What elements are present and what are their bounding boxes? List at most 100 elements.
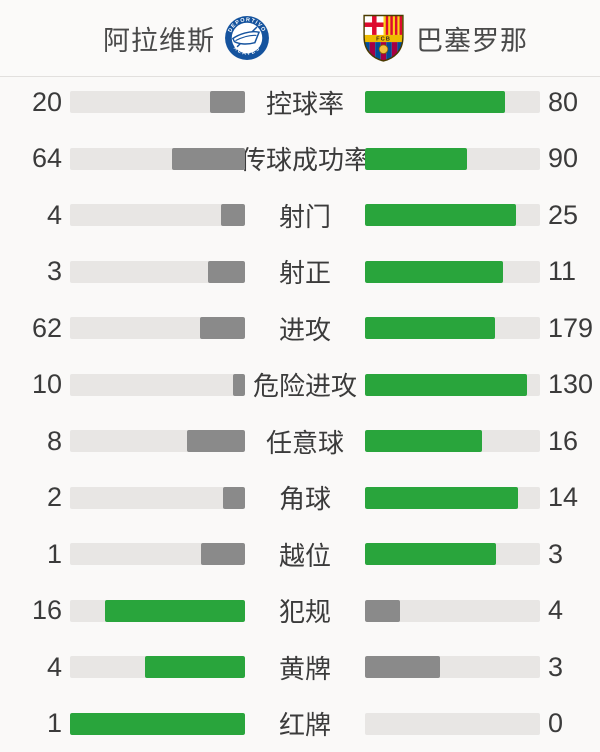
stat-row: 4 黄牌 3 bbox=[0, 639, 600, 696]
alaves-crest-icon: DEPORTIVO ALAVÉS bbox=[224, 15, 270, 61]
home-bar-track bbox=[70, 430, 245, 452]
stat-label: 进攻 bbox=[245, 310, 365, 347]
stat-label: 射正 bbox=[245, 253, 365, 290]
home-team: 阿拉维斯 DEPORTIVO ALAVÉS bbox=[103, 0, 270, 76]
home-bar-track bbox=[70, 91, 245, 113]
away-bar-fill bbox=[365, 543, 496, 565]
stat-row: 1 越位 3 bbox=[0, 526, 600, 583]
home-bar-track bbox=[70, 148, 245, 170]
home-value: 20 bbox=[0, 87, 62, 118]
home-bar-fill bbox=[208, 261, 246, 283]
svg-text:FCB: FCB bbox=[376, 37, 391, 43]
stat-row: 8 任意球 16 bbox=[0, 413, 600, 470]
home-value: 16 bbox=[0, 595, 62, 626]
away-value: 11 bbox=[548, 256, 576, 287]
away-bar-fill bbox=[365, 600, 400, 622]
stat-label: 控球率 bbox=[245, 84, 365, 121]
home-bar-fill bbox=[145, 656, 245, 678]
stat-label: 角球 bbox=[245, 479, 365, 516]
stat-row: 2 角球 14 bbox=[0, 470, 600, 527]
away-bar-track bbox=[365, 317, 540, 339]
away-bar-fill bbox=[365, 374, 527, 396]
stat-label: 红牌 bbox=[245, 705, 365, 742]
stat-row: 1 红牌 0 bbox=[0, 696, 600, 752]
home-bar-track bbox=[70, 713, 245, 735]
away-value: 0 bbox=[548, 708, 563, 739]
away-value: 25 bbox=[548, 200, 578, 231]
away-bar-fill bbox=[365, 317, 495, 339]
stat-label: 射门 bbox=[245, 197, 365, 234]
away-bar-track bbox=[365, 374, 540, 396]
away-bar-fill bbox=[365, 148, 467, 170]
home-bar-fill bbox=[187, 430, 245, 452]
home-bar-track bbox=[70, 317, 245, 339]
away-team: FCB 巴塞罗那 bbox=[360, 0, 528, 76]
stat-label: 黄牌 bbox=[245, 649, 365, 686]
stat-row: 64 传球成功率 90 bbox=[0, 131, 600, 188]
home-value: 1 bbox=[0, 539, 62, 570]
away-value: 4 bbox=[548, 595, 563, 626]
home-bar-track bbox=[70, 543, 245, 565]
home-value: 2 bbox=[0, 482, 62, 513]
away-value: 90 bbox=[548, 143, 578, 174]
away-team-name: 巴塞罗那 bbox=[416, 19, 528, 58]
home-bar-track bbox=[70, 204, 245, 226]
away-bar-track bbox=[365, 148, 540, 170]
home-bar-track bbox=[70, 261, 245, 283]
home-bar-fill bbox=[223, 487, 245, 509]
barcelona-crest-icon: FCB bbox=[360, 12, 407, 64]
home-value: 64 bbox=[0, 143, 62, 174]
stat-row: 3 射正 11 bbox=[0, 244, 600, 301]
away-bar-track bbox=[365, 543, 540, 565]
stat-label: 任意球 bbox=[245, 423, 365, 460]
away-value: 16 bbox=[548, 426, 578, 457]
away-bar-fill bbox=[365, 430, 482, 452]
home-bar-fill bbox=[201, 543, 245, 565]
away-bar-track bbox=[365, 204, 540, 226]
stat-label: 犯规 bbox=[245, 592, 365, 629]
away-value: 14 bbox=[548, 482, 578, 513]
home-bar-track bbox=[70, 487, 245, 509]
stat-label: 危险进攻 bbox=[245, 366, 365, 403]
away-value: 3 bbox=[548, 539, 563, 570]
away-value: 80 bbox=[548, 87, 578, 118]
stat-row: 62 进攻 179 bbox=[0, 300, 600, 357]
home-value: 3 bbox=[0, 256, 62, 287]
home-bar-fill bbox=[172, 148, 245, 170]
away-bar-fill bbox=[365, 487, 518, 509]
stat-row: 10 危险进攻 130 bbox=[0, 357, 600, 414]
home-bar-fill bbox=[210, 91, 245, 113]
away-bar-track bbox=[365, 91, 540, 113]
away-value: 179 bbox=[548, 313, 593, 344]
match-header: 阿拉维斯 DEPORTIVO ALAVÉS bbox=[0, 0, 600, 77]
away-value: 3 bbox=[548, 652, 563, 683]
home-value: 8 bbox=[0, 426, 62, 457]
away-bar-track bbox=[365, 656, 540, 678]
home-value: 10 bbox=[0, 369, 62, 400]
home-value: 62 bbox=[0, 313, 62, 344]
away-bar-track bbox=[365, 600, 540, 622]
away-bar-track bbox=[365, 713, 540, 735]
stat-label: 越位 bbox=[245, 536, 365, 573]
away-bar-fill bbox=[365, 204, 516, 226]
away-bar-track bbox=[365, 261, 540, 283]
home-bar-fill bbox=[233, 374, 246, 396]
home-team-name: 阿拉维斯 bbox=[103, 19, 215, 58]
away-bar-track bbox=[365, 430, 540, 452]
away-bar-fill bbox=[365, 656, 440, 678]
home-value: 4 bbox=[0, 200, 62, 231]
away-value: 130 bbox=[548, 369, 593, 400]
home-bar-fill bbox=[200, 317, 245, 339]
home-bar-fill bbox=[70, 713, 245, 735]
stat-row: 4 射门 25 bbox=[0, 187, 600, 244]
home-bar-fill bbox=[105, 600, 245, 622]
stat-row: 16 犯规 4 bbox=[0, 583, 600, 640]
stat-label: 传球成功率 bbox=[245, 140, 365, 177]
home-value: 4 bbox=[0, 652, 62, 683]
stat-row: 20 控球率 80 bbox=[0, 74, 600, 131]
away-bar-fill bbox=[365, 261, 503, 283]
away-bar-track bbox=[365, 487, 540, 509]
home-bar-track bbox=[70, 374, 245, 396]
home-bar-track bbox=[70, 656, 245, 678]
